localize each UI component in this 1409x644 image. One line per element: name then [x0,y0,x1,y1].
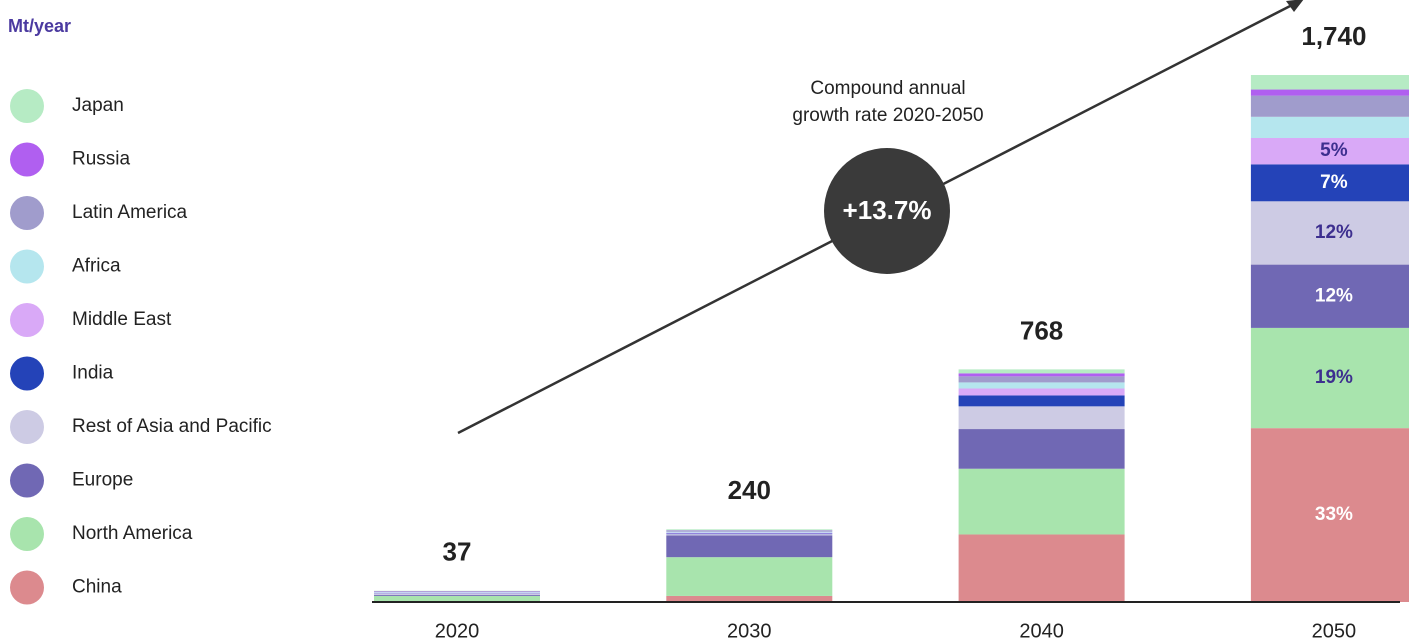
legend-label: Russia [72,149,131,170]
growth-value: +13.7% [843,195,932,225]
bar-segment [1250,327,1409,429]
bar-segment [958,388,1125,396]
x-tick-label: 2030 [727,620,772,642]
value-label: 19% [1315,367,1353,388]
growth-label: growth rate 2020-2050 [792,105,983,126]
bar-segment [958,373,1125,377]
total-label: 1,740 [1301,21,1366,51]
legend-label: India [72,363,114,384]
legend-label: Rest of Asia and Pacific [72,416,272,437]
legend-swatch [10,303,44,337]
bar-segment [666,534,833,536]
bar-segment [374,593,540,596]
bar-segment [374,592,540,594]
bar-segment [1250,75,1409,90]
bar-segment [374,595,540,602]
bar-segment [958,468,1125,535]
bar-segment [666,531,833,533]
legend-swatch [10,196,44,230]
bar-segment [958,376,1125,383]
x-tick-label: 2050 [1312,620,1357,642]
x-tick-label: 2020 [435,620,480,642]
bar-segment [374,595,540,596]
legend-label: Middle East [72,309,172,330]
x-tick-label: 2040 [1019,620,1064,642]
bar-segment [1250,164,1409,202]
bar-segment [958,429,1125,469]
value-label: 12% [1315,222,1353,243]
bar-segment [958,406,1125,430]
bar-segment [1250,95,1409,117]
bar-segment [1250,116,1409,138]
legend-label: Japan [72,95,124,116]
bar-segment [958,395,1125,407]
arrow-head [1286,0,1304,12]
growth-label: Compound annual [810,78,965,99]
total-label: 37 [443,537,472,567]
value-label: 7% [1320,172,1348,193]
legend-swatch [10,517,44,551]
bar-segment [1250,89,1409,96]
bar-segment [958,369,1125,374]
bar-segment [666,557,833,596]
bar-segment [1250,264,1409,328]
bar-segment [374,592,540,593]
total-label: 240 [728,475,771,505]
value-label: 5% [1320,140,1348,161]
value-label: 33% [1315,504,1353,525]
legend-swatch [10,89,44,123]
legend-swatch [10,249,44,284]
bar-segment [1250,201,1409,265]
legend-label: Africa [72,256,121,277]
bar-segment [958,534,1125,602]
legend-label: Latin America [72,202,188,223]
bar-segment [1250,428,1409,602]
legend-swatch [10,463,44,498]
legend-swatch [10,142,44,177]
bar-segment [666,529,833,531]
bar-segment [666,530,833,532]
bar-segment [666,535,833,558]
legend-label: China [72,577,122,598]
bar-segment [666,595,833,602]
unit-label: Mt/year [8,16,71,36]
legend-label: North America [72,523,193,544]
bar-segment [666,533,833,535]
legend-swatch [10,570,44,605]
legend-label: Europe [72,470,133,491]
bar-segment [1250,137,1409,165]
value-label: 12% [1315,285,1353,306]
bar-segment [666,532,833,534]
legend-swatch [10,410,44,444]
growth-badge [824,148,950,274]
legend-swatch [10,356,44,391]
bar-segment [958,382,1125,389]
total-label: 768 [1020,315,1063,345]
bar-segment [374,591,540,593]
